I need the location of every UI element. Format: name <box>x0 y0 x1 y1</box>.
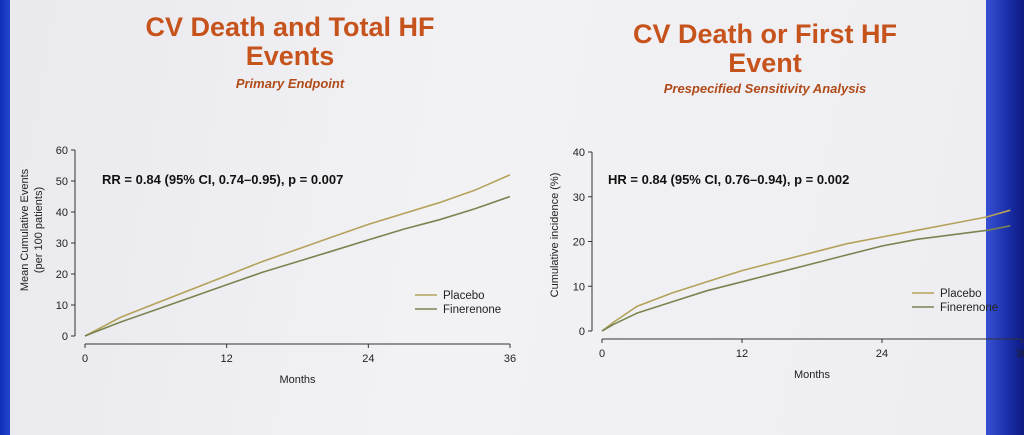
chart1-y-tick-label: 40 <box>56 207 68 219</box>
chart2-x-tick-label: 0 <box>599 348 605 360</box>
chart1-stat-annotation: RR = 0.84 (95% CI, 0.74–0.95), p = 0.007 <box>102 172 343 187</box>
chart2-y-tick-label: 10 <box>573 281 585 293</box>
chart2-legend-label-finerenone: Finerenone <box>940 302 998 314</box>
chart1-legend-label-placebo: Placebo <box>443 290 485 302</box>
slide: CV Death and Total HF Events Primary End… <box>10 0 1024 435</box>
chart2-x-tick-label: 36 <box>1016 348 1024 360</box>
chart1-x-tick-label: 0 <box>82 353 88 365</box>
chart2-legend-label-placebo: Placebo <box>940 288 982 300</box>
chart1-subtitle: Primary Endpoint <box>235 76 345 91</box>
chart1-series-placebo-line <box>84 174 511 337</box>
chart2-title: CV Death or First HF Event <box>545 20 985 78</box>
chart2-x-tick-label: 12 <box>736 348 748 360</box>
chart1-x-axis-label: Months <box>279 374 316 386</box>
chart1-title-line2: Events <box>245 41 335 71</box>
chart2-plot: 0 10 20 30 40 0 12 24 36 Months Cumulative inciden… <box>549 147 1024 381</box>
chart2-y-axis-label: Cumulative incidence (%) <box>549 173 561 298</box>
chart1-x-tick-label: 36 <box>504 353 516 365</box>
chart2-title-line2: Event <box>728 48 802 78</box>
chart1-legend-label-finerenone: Finerenone <box>443 304 501 316</box>
chart2-stat-annotation: HR = 0.84 (95% CI, 0.76–0.94), p = 0.002 <box>608 172 849 187</box>
chart1-series-finerenone-line <box>84 195 511 337</box>
chart2-x-axis-label: Months <box>794 369 831 381</box>
chart2-y-tick-label: 20 <box>573 237 585 249</box>
chart1-y-axis-label-line1: Mean Cumulative Events <box>19 168 31 291</box>
chart2-y-tick-label: 0 <box>579 326 585 338</box>
chart1-y-tick-label: 20 <box>56 269 68 281</box>
chart1-y-tick-label: 10 <box>56 300 68 312</box>
chart2-series-placebo-line <box>601 209 1011 332</box>
chart2-y-tick-label: 30 <box>573 192 585 204</box>
chart2-y-tick-label: 40 <box>573 147 585 159</box>
chart1-x-tick-label: 24 <box>362 353 374 365</box>
chart1-title: CV Death and Total HF Events <box>70 13 510 71</box>
chart2-title-line1: CV Death or First HF <box>632 19 898 49</box>
chart1-x-tick-label: 12 <box>221 353 233 365</box>
chart2-series-finerenone-line <box>601 225 1011 332</box>
chart1-y-tick-label: 30 <box>56 238 68 250</box>
chart2-x-tick-label: 24 <box>876 348 888 360</box>
chart1-title-line1: CV Death and Total HF <box>145 12 435 42</box>
chart1-y-tick-label: 60 <box>56 145 68 157</box>
chart1-plot: 0 10 20 30 40 50 60 0 12 24 36 Months Mean Cumulativ… <box>19 145 516 386</box>
chart1-y-tick-label: 50 <box>56 176 68 188</box>
chart1-y-tick-label: 0 <box>62 331 68 343</box>
background-edge-right <box>984 0 1024 435</box>
chart2-subtitle: Prespecified Sensitivity Analysis <box>663 81 867 96</box>
chart1-y-axis-label-line2: (per 100 patients) <box>33 187 45 273</box>
